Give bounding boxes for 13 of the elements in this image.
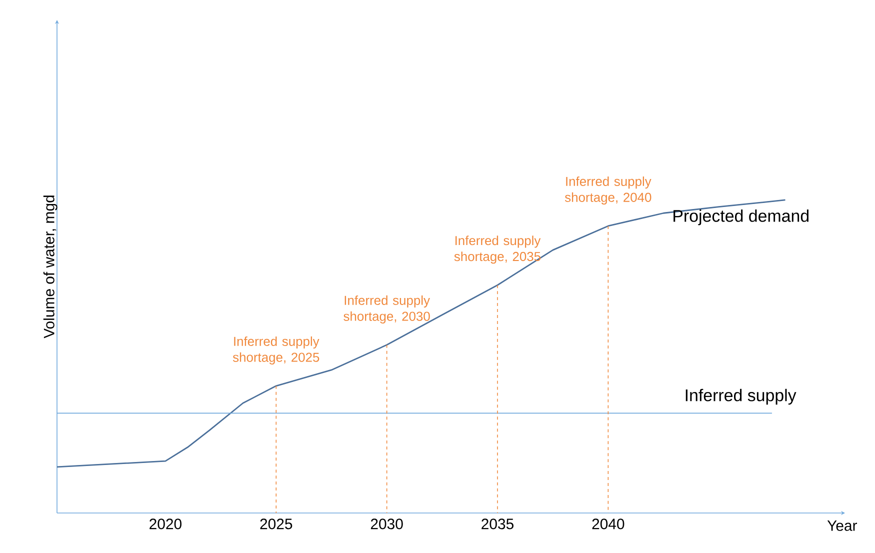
annotation: Inferred supply shortage, 2035 — [454, 236, 541, 264]
annotation: Inferred supply shortage, 2025 — [232, 336, 320, 364]
series-label: Inferred supply — [686, 388, 796, 405]
x-tick-label: 2030 — [370, 518, 403, 530]
x-tick-label: 2025 — [260, 518, 292, 530]
x-tick-label: 2020 — [150, 518, 182, 530]
annotation: Inferred supply shortage, 2040 — [564, 176, 652, 205]
annotation: Inferred supply shortage, 2030 — [344, 295, 430, 324]
x-axis-title: Year — [827, 520, 858, 531]
series-label: Projected demand — [674, 209, 808, 226]
y-axis-title: Volume of water, mgd — [43, 196, 58, 338]
x-tick-label: 2040 — [592, 518, 624, 530]
x-tick-label: 2035 — [482, 518, 514, 530]
